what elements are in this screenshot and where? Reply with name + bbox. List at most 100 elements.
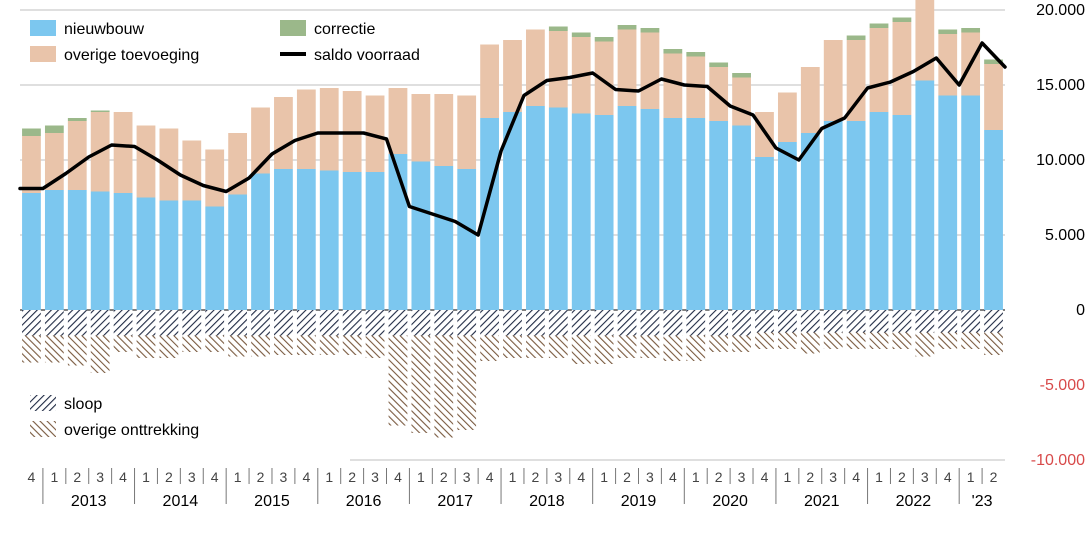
legend-label-correctie: correctie	[314, 21, 375, 38]
bar-overige_onttrekking	[434, 336, 453, 438]
bar-overige_toevoeging	[893, 22, 912, 115]
bar-overige_onttrekking	[205, 336, 224, 353]
bar-overige_toevoeging	[457, 96, 476, 170]
legend-swatch-correctie	[280, 20, 306, 36]
quarter-label: 4	[577, 469, 585, 485]
bar-nieuwbouw	[824, 121, 843, 310]
legend-label-sloop: sloop	[64, 396, 102, 413]
bar-sloop	[641, 310, 660, 336]
year-label: 2018	[529, 493, 565, 510]
bar-overige_toevoeging	[732, 78, 751, 126]
bar-overige_toevoeging	[549, 31, 568, 108]
year-label: 2015	[254, 493, 290, 510]
bar-correctie	[572, 33, 591, 38]
quarter-label: 2	[73, 469, 81, 485]
bar-nieuwbouw	[755, 157, 774, 310]
bar-overige_onttrekking	[984, 333, 1003, 356]
year-label: 2022	[896, 493, 932, 510]
bar-overige_onttrekking	[824, 333, 843, 350]
bar-sloop	[755, 310, 774, 333]
year-label: 2013	[71, 493, 107, 510]
bar-sloop	[297, 310, 316, 336]
bar-correctie	[595, 37, 614, 42]
bar-overige_onttrekking	[457, 336, 476, 431]
bar-sloop	[45, 310, 64, 336]
bar-overige_onttrekking	[343, 336, 362, 356]
legend-swatch-nieuwbouw	[30, 20, 56, 36]
bar-nieuwbouw	[641, 109, 660, 310]
quarter-label: 2	[348, 469, 356, 485]
bar-correctie	[22, 129, 41, 137]
bar-overige_onttrekking	[618, 336, 637, 359]
quarter-label: 4	[119, 469, 127, 485]
quarter-label: 2	[623, 469, 631, 485]
bar-nieuwbouw	[366, 172, 385, 310]
bar-overige_onttrekking	[801, 333, 820, 354]
bar-overige_onttrekking	[755, 333, 774, 350]
bar-sloop	[961, 310, 980, 333]
bar-nieuwbouw	[68, 190, 87, 310]
quarter-label: 4	[486, 469, 494, 485]
bar-sloop	[549, 310, 568, 336]
bar-sloop	[870, 310, 889, 333]
bar-overige_onttrekking	[961, 333, 980, 350]
bar-nieuwbouw	[411, 162, 430, 311]
bar-sloop	[434, 310, 453, 336]
bar-overige_toevoeging	[114, 112, 133, 193]
bar-overige_toevoeging	[618, 30, 637, 107]
bar-overige_onttrekking	[595, 336, 614, 365]
bar-sloop	[205, 310, 224, 336]
quarter-label: 3	[96, 469, 104, 485]
bar-correctie	[549, 27, 568, 32]
bar-overige_toevoeging	[480, 45, 499, 119]
bar-overige_toevoeging	[870, 28, 889, 112]
bar-nieuwbouw	[137, 198, 156, 311]
bar-nieuwbouw	[663, 118, 682, 310]
bar-sloop	[618, 310, 637, 336]
quarter-label: 1	[692, 469, 700, 485]
bar-overige_onttrekking	[274, 336, 293, 356]
ytick-label: 15.000	[1036, 77, 1085, 94]
legend-label-nieuwbouw: nieuwbouw	[64, 21, 145, 38]
bar-overige_onttrekking	[526, 336, 545, 359]
bar-sloop	[526, 310, 545, 336]
bar-sloop	[91, 310, 110, 336]
bar-overige_toevoeging	[320, 88, 339, 171]
bar-overige_onttrekking	[251, 336, 270, 357]
bar-nieuwbouw	[778, 142, 797, 310]
bar-correctie	[68, 118, 87, 121]
quarter-label: 3	[463, 469, 471, 485]
ytick-label: 10.000	[1036, 152, 1085, 169]
quarter-label: 2	[990, 469, 998, 485]
bar-nieuwbouw	[984, 130, 1003, 310]
bar-nieuwbouw	[274, 169, 293, 310]
year-label: 2016	[346, 493, 382, 510]
bar-sloop	[320, 310, 339, 336]
bar-correctie	[641, 28, 660, 33]
quarter-label: 3	[280, 469, 288, 485]
bar-nieuwbouw	[457, 169, 476, 310]
legend-label-overige_onttrekking: overige onttrekking	[64, 422, 199, 439]
quarter-label: 1	[600, 469, 608, 485]
bar-nieuwbouw	[847, 121, 866, 310]
bar-sloop	[663, 310, 682, 336]
legend-swatch-overige_toevoeging	[30, 46, 56, 62]
bar-overige_toevoeging	[778, 93, 797, 143]
quarter-label: 4	[669, 469, 677, 485]
quarter-label: 1	[142, 469, 150, 485]
bar-nieuwbouw	[343, 172, 362, 310]
quarter-label: 2	[806, 469, 814, 485]
bar-overige_onttrekking	[572, 336, 591, 365]
bar-nieuwbouw	[205, 207, 224, 311]
bar-overige_toevoeging	[663, 54, 682, 119]
bar-overige_onttrekking	[366, 336, 385, 359]
bar-overige_onttrekking	[480, 336, 499, 362]
bar-nieuwbouw	[160, 201, 179, 311]
quarter-label: 4	[852, 469, 860, 485]
bar-nieuwbouw	[709, 121, 728, 310]
quarter-label: 1	[50, 469, 58, 485]
bar-overige_toevoeging	[411, 94, 430, 162]
bar-sloop	[389, 310, 408, 336]
bar-correctie	[847, 36, 866, 41]
bar-sloop	[893, 310, 912, 333]
